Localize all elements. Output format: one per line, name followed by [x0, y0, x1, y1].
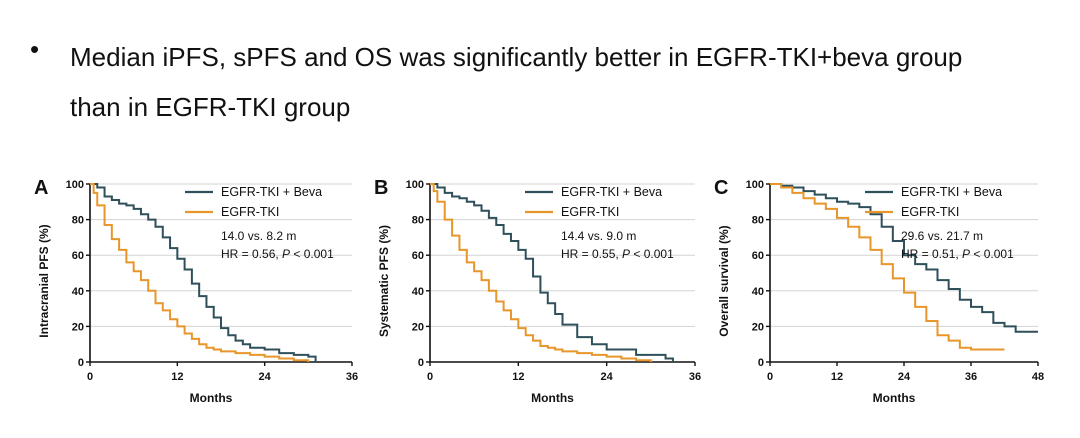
x-axis-title: Months — [873, 391, 916, 405]
y-axis-title: Overall survival (%) — [717, 225, 731, 336]
median-annotation: 29.6 vs. 21.7 m — [901, 229, 983, 243]
y-tick-label: 80 — [72, 215, 84, 227]
x-tick-label: 24 — [898, 371, 911, 383]
x-tick-label: 48 — [1032, 371, 1044, 383]
hr-annotation: HR = 0.51, P < 0.001 — [901, 247, 1014, 261]
y-tick-label: 80 — [752, 215, 764, 227]
y-tick-label: 60 — [752, 250, 764, 262]
panel-c: 0 20 40 60 80 100 0 12 24 36 48 Months Overall survi… — [714, 177, 1044, 405]
y-tick-label: 40 — [412, 286, 424, 298]
p-symbol: P — [282, 247, 290, 261]
x-tick-label: 12 — [512, 371, 524, 383]
panel-b: 0 20 40 60 80 100 0 12 24 36 Months Systematic PFS … — [374, 177, 701, 405]
y-axis-title: Systematic PFS (%) — [377, 225, 391, 337]
bullet-line-2: than in EGFR-TKI group — [70, 92, 351, 122]
panel-a: 0 20 40 60 80 100 0 12 24 36 Months Intracranial PF… — [34, 177, 358, 405]
y-tick-label: 0 — [418, 357, 424, 369]
x-tick-label: 24 — [259, 371, 272, 383]
series-line-beva — [430, 183, 674, 362]
median-annotation: 14.4 vs. 9.0 m — [561, 229, 636, 243]
series-line-tki — [90, 183, 310, 362]
legend-label: EGFR-TKI + Beva — [901, 185, 1002, 199]
y-tick-label: 20 — [72, 321, 84, 333]
legend-label: EGFR-TKI — [561, 205, 619, 219]
y-tick-label: 0 — [78, 357, 84, 369]
hr-annotation: HR = 0.55, P < 0.001 — [561, 247, 674, 261]
hr-annotation: HR = 0.56, P < 0.001 — [221, 247, 334, 261]
hr-value: HR = 0.56, — [221, 247, 282, 261]
median-annotation: 14.0 vs. 8.2 m — [221, 229, 296, 243]
y-tick-label: 100 — [66, 179, 84, 191]
y-tick-label: 60 — [72, 250, 84, 262]
series-line-tki — [770, 183, 1005, 351]
y-tick-label: 20 — [412, 321, 424, 333]
x-tick-label: 0 — [87, 371, 93, 383]
legend-label: EGFR-TKI + Beva — [561, 185, 662, 199]
x-tick-label: 12 — [171, 371, 183, 383]
panel-letter: B — [374, 177, 388, 199]
x-axis-title: Months — [190, 391, 233, 405]
series-line-beva — [90, 183, 317, 362]
panel-letter: A — [34, 177, 48, 199]
bullet-dot: • — [30, 34, 40, 64]
y-axis-title: Intracranial PFS (%) — [37, 224, 51, 337]
y-tick-label: 20 — [752, 321, 764, 333]
x-tick-label: 36 — [346, 371, 358, 383]
p-value: < 0.001 — [630, 247, 674, 261]
hr-value: HR = 0.55, — [561, 247, 622, 261]
x-tick-label: 36 — [689, 371, 701, 383]
x-tick-label: 0 — [427, 371, 433, 383]
x-tick-label: 36 — [965, 371, 977, 383]
y-tick-label: 80 — [412, 215, 424, 227]
y-tick-label: 40 — [72, 286, 84, 298]
x-tick-label: 12 — [831, 371, 843, 383]
p-value: < 0.001 — [970, 247, 1014, 261]
y-tick-label: 100 — [406, 179, 424, 191]
y-tick-label: 60 — [412, 250, 424, 262]
p-symbol: P — [962, 247, 970, 261]
x-tick-label: 24 — [601, 371, 614, 383]
bullet-text: Median iPFS, sPFS and OS was significant… — [70, 32, 1070, 132]
legend-label: EGFR-TKI + Beva — [221, 185, 322, 199]
x-axis-title: Months — [531, 391, 574, 405]
bullet-line-1: Median iPFS, sPFS and OS was significant… — [70, 42, 963, 72]
p-symbol: P — [622, 247, 630, 261]
p-value: < 0.001 — [290, 247, 334, 261]
series-line-tki — [430, 183, 652, 362]
series-line-beva — [770, 183, 1038, 333]
y-tick-label: 0 — [758, 357, 764, 369]
y-tick-label: 40 — [752, 286, 764, 298]
x-tick-label: 0 — [767, 371, 773, 383]
panel-letter: C — [714, 177, 728, 199]
hr-value: HR = 0.51, — [901, 247, 962, 261]
legend-label: EGFR-TKI — [221, 205, 279, 219]
y-tick-label: 100 — [746, 179, 764, 191]
legend-label: EGFR-TKI — [901, 205, 959, 219]
